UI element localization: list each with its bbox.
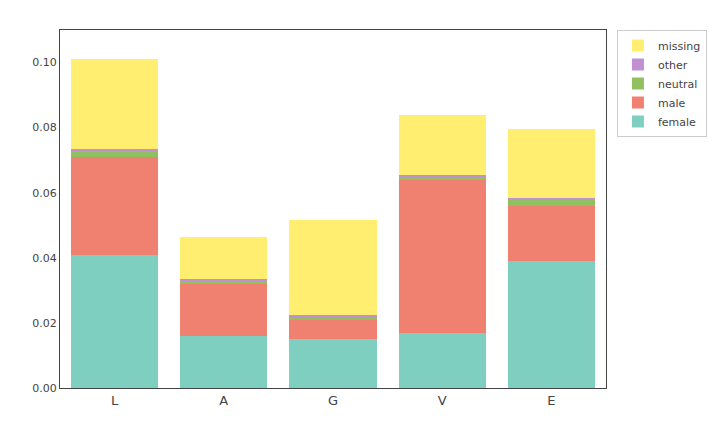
- svg-text:0.04: 0.04: [32, 252, 57, 265]
- svg-text:0.02: 0.02: [32, 317, 57, 330]
- svg-text:neutral: neutral: [658, 78, 697, 91]
- svg-text:V: V: [438, 393, 447, 408]
- svg-text:L: L: [111, 393, 119, 408]
- svg-text:E: E: [547, 393, 555, 408]
- svg-text:0.10: 0.10: [32, 56, 57, 69]
- svg-text:0.00: 0.00: [32, 382, 57, 395]
- svg-text:G: G: [328, 393, 338, 408]
- svg-text:0.06: 0.06: [32, 187, 57, 200]
- svg-text:male: male: [658, 97, 686, 110]
- svg-text:0.08: 0.08: [32, 121, 57, 134]
- svg-text:female: female: [658, 116, 696, 129]
- svg-text:missing: missing: [658, 40, 700, 53]
- svg-text:other: other: [658, 59, 688, 72]
- svg-text:A: A: [219, 393, 228, 408]
